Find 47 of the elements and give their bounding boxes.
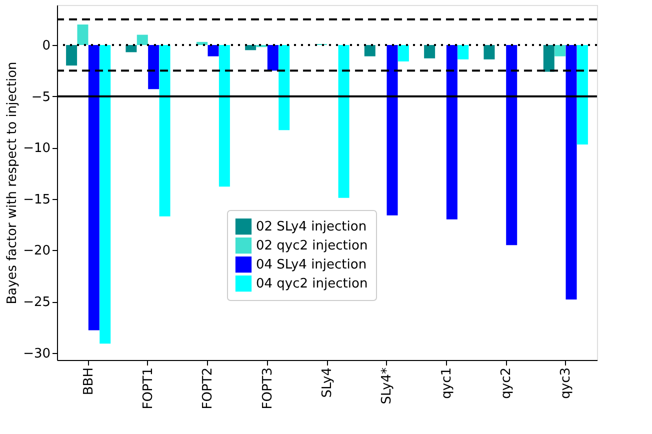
x-tick-label: FOPT3 [260, 368, 276, 410]
bar [136, 34, 148, 46]
bar [159, 45, 170, 216]
y-tick-label: −10 [23, 141, 50, 156]
legend-label: 02 SLy4 injection [256, 220, 367, 234]
bar [278, 45, 290, 130]
bar [267, 45, 278, 71]
bar [554, 45, 566, 56]
bar [218, 45, 230, 187]
bar [386, 45, 398, 216]
bar [148, 45, 160, 90]
x-tick-label: SLy4 [320, 368, 335, 398]
bar [88, 45, 100, 330]
bar [446, 45, 458, 220]
bar [208, 45, 219, 56]
y-axis-title: Bayes factor with respect to injection [5, 62, 20, 304]
bar [424, 45, 436, 58]
bar [576, 45, 588, 145]
y-tick-label: −5 [31, 90, 50, 105]
y-tick-label: −30 [23, 346, 50, 362]
legend-label: 02 qyc2 injection [256, 238, 368, 254]
bar [100, 45, 111, 344]
bar [506, 45, 518, 246]
y-tick-label: −25 [23, 295, 50, 310]
bar [543, 45, 554, 72]
y-tick-label: 0 [42, 38, 50, 54]
bar [245, 45, 256, 50]
x-tick-label: SLy4* [380, 367, 395, 404]
bar [66, 45, 78, 66]
x-tick-label: FOPT2 [200, 368, 216, 410]
bar [126, 45, 137, 52]
bar [77, 24, 88, 46]
x-tick-label: qyc1 [439, 368, 454, 399]
bar [364, 45, 376, 56]
y-tick-label: −15 [23, 192, 50, 208]
y-tick-label: −20 [23, 244, 50, 259]
bar [338, 45, 350, 198]
x-tick-label: BBH [81, 368, 96, 396]
legend-label: 04 SLy4 injection [256, 258, 367, 272]
bar [458, 45, 469, 60]
x-tick-label: qyc3 [558, 368, 574, 399]
bar [566, 45, 577, 300]
bar [398, 45, 409, 62]
x-tick-label: qyc2 [499, 368, 514, 399]
x-tick-label: FOPT1 [140, 368, 156, 410]
bar [484, 45, 495, 60]
legend-label: 04 qyc2 injection [256, 276, 368, 292]
